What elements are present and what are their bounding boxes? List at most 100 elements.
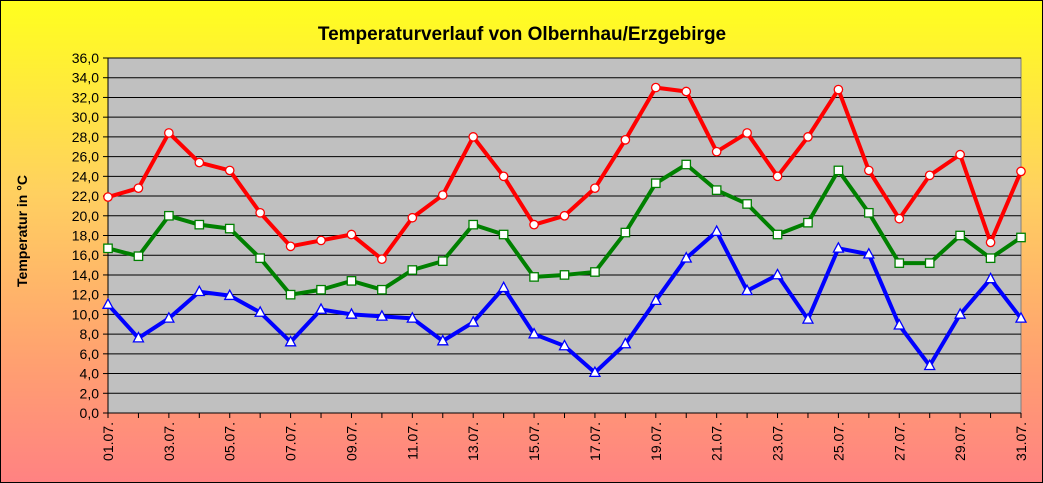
- y-tick-label: 36,0: [72, 50, 99, 66]
- data-point: [742, 199, 752, 209]
- data-point: [863, 207, 874, 218]
- y-tick-label: 30,0: [72, 109, 99, 125]
- x-tick-label: 27.07.: [891, 422, 907, 461]
- data-point: [558, 339, 571, 351]
- y-tick-label: 28,0: [72, 129, 99, 145]
- x-tick-label: 23.07.: [770, 422, 786, 461]
- y-axis-label: Temperatur in °C: [14, 175, 30, 287]
- y-tick-label: 22,0: [72, 188, 99, 204]
- data-point: [862, 247, 875, 259]
- data-point: [1014, 311, 1028, 323]
- data-point: [801, 312, 815, 324]
- x-tick-label: 05.07.: [222, 422, 238, 461]
- data-point: [955, 230, 965, 241]
- data-point: [407, 265, 418, 275]
- data-point: [833, 165, 844, 176]
- series-group: [101, 82, 1028, 378]
- data-point: [162, 311, 175, 323]
- data-point: [741, 283, 754, 296]
- y-tick-label: 20,0: [72, 208, 99, 224]
- data-point: [133, 183, 144, 194]
- x-tick-label: 03.07.: [161, 422, 177, 461]
- x-tick-label: 09.07.: [343, 422, 359, 461]
- data-point: [894, 258, 905, 268]
- data-point: [742, 128, 752, 138]
- y-tick-label: 12,0: [72, 287, 99, 303]
- x-tick-label: 17.07.: [587, 422, 603, 461]
- data-point: [893, 318, 906, 330]
- data-point: [284, 335, 297, 347]
- data-point: [254, 305, 267, 317]
- y-tick-label: 8,0: [80, 326, 100, 342]
- data-point: [1016, 232, 1026, 243]
- data-point: [255, 207, 266, 218]
- y-tick-label: 10,0: [72, 306, 99, 322]
- data-point: [255, 253, 266, 264]
- data-point: [467, 315, 480, 327]
- data-point: [619, 337, 632, 349]
- y-tick-label: 6,0: [80, 346, 100, 362]
- x-tick-label: 13.07.: [465, 422, 481, 461]
- data-point: [711, 146, 722, 157]
- data-point: [803, 217, 813, 228]
- data-point: [101, 297, 115, 309]
- data-point: [832, 241, 845, 253]
- data-point: [863, 165, 874, 176]
- data-point: [588, 365, 602, 378]
- data-point: [803, 132, 813, 142]
- data-point: [285, 241, 296, 252]
- x-tick-label: 21.07.: [709, 422, 725, 461]
- data-point: [407, 212, 418, 223]
- data-point: [437, 256, 448, 266]
- data-point: [681, 86, 692, 97]
- data-point: [224, 165, 235, 176]
- data-point: [590, 267, 600, 277]
- data-point: [194, 219, 205, 230]
- data-point: [497, 280, 510, 293]
- data-point: [285, 289, 296, 300]
- y-tick-label: 18,0: [72, 228, 99, 244]
- data-point: [468, 132, 479, 142]
- y-tick-label: 26,0: [72, 149, 99, 165]
- x-tick-label: 07.07.: [283, 422, 299, 461]
- data-point: [590, 183, 600, 194]
- chart-title: Temperaturverlauf von Olbernhau/Erzgebir…: [318, 24, 726, 45]
- data-point: [954, 307, 967, 319]
- y-tick-label: 4,0: [80, 366, 100, 382]
- data-point: [650, 82, 661, 93]
- x-tick-label: 29.07.: [952, 422, 968, 461]
- data-point: [498, 171, 509, 182]
- data-point: [620, 134, 631, 145]
- data-point: [772, 229, 783, 240]
- data-point: [650, 178, 661, 189]
- data-point: [164, 210, 174, 221]
- data-point: [924, 170, 935, 181]
- series-min: [101, 224, 1028, 378]
- data-point: [103, 192, 113, 202]
- data-point: [498, 229, 509, 240]
- data-point: [132, 331, 145, 343]
- y-tick-label: 0,0: [80, 405, 100, 421]
- data-point: [710, 224, 723, 237]
- series-max: [103, 82, 1026, 265]
- data-point: [223, 288, 236, 301]
- data-point: [529, 219, 539, 230]
- data-point: [833, 84, 844, 95]
- data-point: [620, 227, 631, 238]
- data-point: [955, 149, 965, 160]
- y-axis-ticks: 0,0 2,0 4,0 6,0 8,0 10,0 12,0 14,0 16,0 18,0 20,0 2…: [72, 50, 108, 421]
- data-point: [649, 293, 662, 306]
- data-point: [164, 128, 174, 138]
- data-point: [923, 358, 936, 371]
- data-point: [559, 210, 570, 221]
- data-point: [346, 229, 357, 240]
- data-point: [345, 307, 358, 319]
- data-point: [772, 171, 783, 182]
- x-tick-label: 19.07.: [648, 422, 664, 461]
- x-axis-ticks: 01.07. 03.07. 05.07. 07.07. 09.07. 11.07. 13.0…: [100, 413, 1029, 461]
- data-point: [133, 251, 144, 262]
- data-point: [316, 284, 326, 295]
- data-point: [468, 219, 479, 230]
